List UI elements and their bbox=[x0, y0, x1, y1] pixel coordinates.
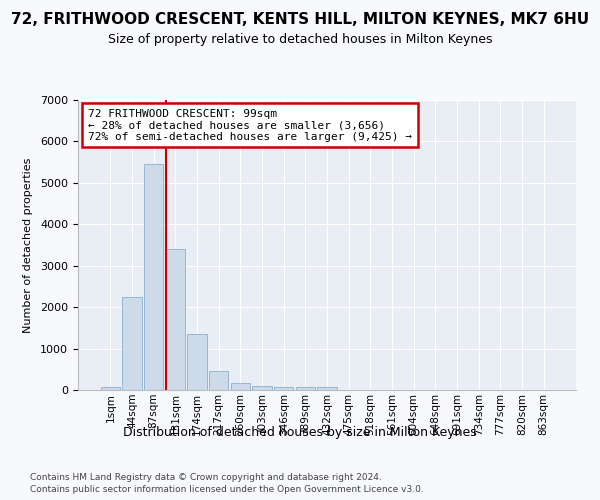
Bar bbox=[166, 249, 185, 390]
Text: 72, FRITHWOOD CRESCENT, KENTS HILL, MILTON KEYNES, MK7 6HU: 72, FRITHWOOD CRESCENT, KENTS HILL, MILT… bbox=[11, 12, 589, 28]
Bar bbox=[187, 334, 207, 390]
Text: Distribution of detached houses by size in Milton Keynes: Distribution of detached houses by size … bbox=[123, 426, 477, 439]
Bar bbox=[296, 387, 315, 390]
Text: 72 FRITHWOOD CRESCENT: 99sqm
← 28% of detached houses are smaller (3,656)
72% of: 72 FRITHWOOD CRESCENT: 99sqm ← 28% of de… bbox=[88, 108, 412, 142]
Text: Size of property relative to detached houses in Milton Keynes: Size of property relative to detached ho… bbox=[108, 32, 492, 46]
Bar bbox=[317, 387, 337, 390]
Bar bbox=[144, 164, 163, 390]
Bar bbox=[209, 372, 229, 390]
Bar bbox=[230, 383, 250, 390]
Bar bbox=[252, 386, 272, 390]
Bar bbox=[101, 387, 120, 390]
Y-axis label: Number of detached properties: Number of detached properties bbox=[23, 158, 33, 332]
Text: Contains HM Land Registry data © Crown copyright and database right 2024.: Contains HM Land Registry data © Crown c… bbox=[30, 472, 382, 482]
Bar bbox=[122, 297, 142, 390]
Text: Contains public sector information licensed under the Open Government Licence v3: Contains public sector information licen… bbox=[30, 485, 424, 494]
Bar bbox=[274, 387, 293, 390]
